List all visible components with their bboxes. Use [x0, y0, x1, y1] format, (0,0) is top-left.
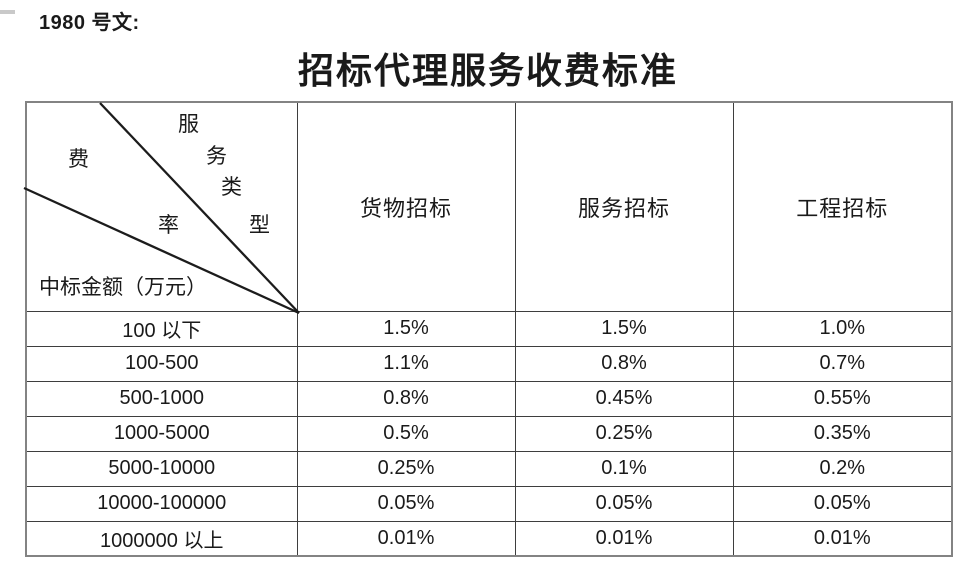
fee-value-service: 0.05% [514, 485, 734, 522]
corner-header-cell: 服 务 类 型 费 率 中标金额（万元） [23, 101, 300, 315]
fee-value-goods: 0.8% [296, 380, 516, 417]
corner-service-type-char: 型 [249, 213, 270, 237]
table-row: 100 以下 1.5% 1.5% 1.0% [25, 310, 953, 347]
table-header-row: 服 务 类 型 费 率 中标金额（万元） 货物招标 服务招标 工程招标 [23, 101, 953, 315]
doc-ref: 1980 号文: [39, 12, 140, 34]
diagonal-divider-lines [23, 102, 300, 315]
scan-artifact-mark [0, 10, 15, 14]
column-header-works-tender: 工程招标 [732, 101, 953, 312]
fee-value-works: 0.05% [732, 485, 953, 522]
row-label-amount-range: 10000-100000 [25, 485, 298, 522]
fee-value-goods: 1.1% [296, 345, 516, 382]
row-label-amount-range: 1000-5000 [25, 415, 298, 452]
table-row: 1000-5000 0.5% 0.25% 0.35% [25, 415, 953, 452]
fee-value-service: 0.01% [514, 520, 734, 557]
fee-value-service: 0.45% [514, 380, 734, 417]
column-header-goods-tender: 货物招标 [296, 101, 516, 312]
fee-value-service: 0.1% [514, 450, 734, 487]
fee-value-goods: 0.05% [296, 485, 516, 522]
fee-value-service: 0.8% [514, 345, 734, 382]
fee-value-works: 0.01% [732, 520, 953, 557]
row-label-amount-range: 1000000 以上 [25, 520, 298, 557]
corner-rate-char: 率 [158, 213, 179, 237]
fee-value-works: 0.35% [732, 415, 953, 452]
fee-value-goods: 1.5% [296, 310, 516, 347]
corner-fee-char: 费 [68, 147, 89, 171]
fee-value-works: 1.0% [732, 310, 953, 347]
fee-value-works: 0.55% [732, 380, 953, 417]
row-label-amount-range: 5000-10000 [25, 450, 298, 487]
fee-value-goods: 0.25% [296, 450, 516, 487]
fee-value-works: 0.7% [732, 345, 953, 382]
corner-service-type-char: 服 [178, 112, 199, 136]
fee-value-service: 0.25% [514, 415, 734, 452]
fee-value-works: 0.2% [732, 450, 953, 487]
fee-value-service: 1.5% [514, 310, 734, 347]
table-row: 10000-100000 0.05% 0.05% 0.05% [25, 485, 953, 522]
table-row: 100-500 1.1% 0.8% 0.7% [25, 345, 953, 382]
row-label-amount-range: 500-1000 [25, 380, 298, 417]
page-title: 招标代理服务收费标准 [297, 50, 678, 92]
table-row: 1000000 以上 0.01% 0.01% 0.01% [25, 520, 953, 557]
fee-table: 服 务 类 型 费 率 中标金额（万元） 货物招标 服务招标 工程招标 100 … [23, 101, 953, 557]
column-header-service-tender: 服务招标 [514, 101, 734, 312]
table-row: 5000-10000 0.25% 0.1% 0.2% [25, 450, 953, 487]
corner-service-type-char: 务 [206, 144, 227, 168]
fee-value-goods: 0.5% [296, 415, 516, 452]
fee-value-goods: 0.01% [296, 520, 516, 557]
corner-service-type-char: 类 [221, 175, 242, 199]
row-label-amount-range: 100-500 [25, 345, 298, 382]
table-row: 500-1000 0.8% 0.45% 0.55% [25, 380, 953, 417]
row-label-amount-range: 100 以下 [25, 310, 298, 347]
corner-amount-label: 中标金额（万元） [39, 275, 207, 299]
